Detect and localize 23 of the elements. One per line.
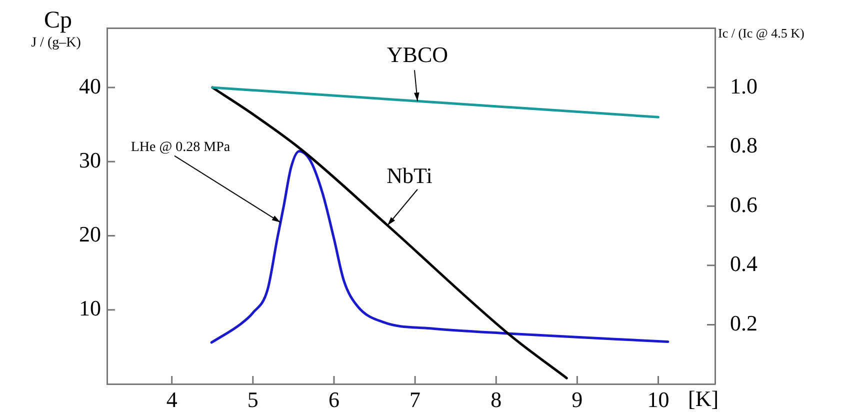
text: LHe @ 0.28 MPa	[130, 140, 231, 156]
y2-tick-label: 1.0	[730, 73, 758, 98]
x-tick-label: 6	[328, 386, 340, 412]
x-tick-label: 10	[647, 386, 670, 412]
line-series	[210, 150, 670, 344]
y-axis-title: Cp J / (g–K)	[31, 7, 82, 51]
x-tick-label: 7	[410, 386, 421, 412]
y2-tick-label: 0.4	[730, 251, 758, 276]
x-tick-label: 8	[490, 386, 502, 412]
y-tick-label: 10	[79, 296, 101, 321]
y-tick-label: 20	[79, 222, 101, 247]
x-tick-label: 5	[247, 386, 258, 412]
y2-axis-title: Ic / (Ic @ 4.5 K)	[718, 25, 804, 40]
x-tick-label: 4	[166, 386, 178, 412]
y2-tick-label: 0.8	[730, 132, 758, 158]
series-label: YBCO	[386, 42, 448, 67]
x-tick-label: 9	[572, 386, 583, 412]
series-label: NbTi	[386, 163, 432, 188]
y-tick-label: 40	[79, 73, 101, 98]
y-tick-label: 30	[79, 147, 101, 172]
y2-tick-label: 0.6	[730, 192, 758, 217]
x-axis-title: [K]	[688, 386, 719, 411]
y2-tick-label: 0.2	[730, 310, 758, 336]
